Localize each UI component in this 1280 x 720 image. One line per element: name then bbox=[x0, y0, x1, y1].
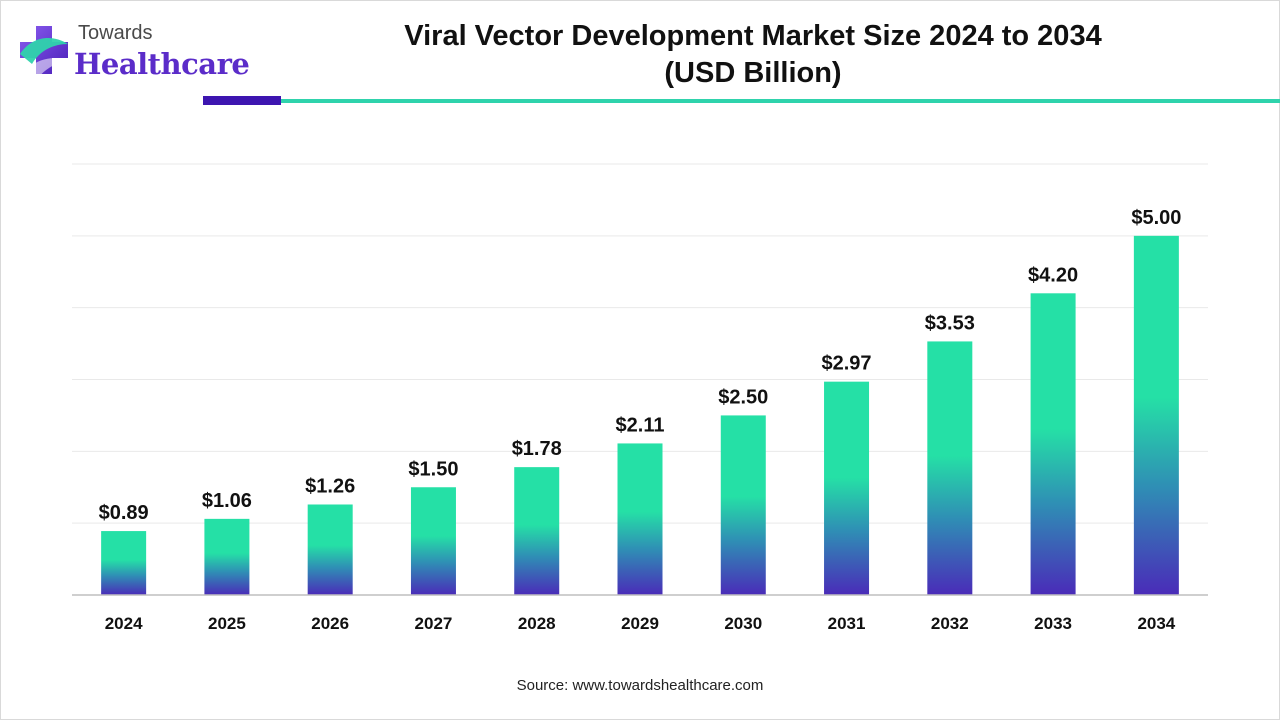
x-axis-tick-labels: 2024 2025 2026 2027 2028 2029 2030 2031 2032 2033… bbox=[105, 614, 1176, 633]
bar-2031 bbox=[824, 381, 870, 595]
value-label-2032: $3.53 bbox=[925, 312, 975, 334]
bar-2034 bbox=[1133, 235, 1179, 596]
bar-2025 bbox=[204, 518, 250, 595]
x-tick-label-2031: 2031 bbox=[828, 614, 866, 633]
value-labels: $0.89 $1.06 $1.26 $1.50 $1.78 $2.11 $2.50 $2.97… bbox=[99, 207, 1182, 524]
x-tick-label-2024: 2024 bbox=[105, 614, 143, 633]
x-tick-label-2029: 2029 bbox=[621, 614, 659, 633]
bars bbox=[101, 235, 1179, 596]
value-label-2029: $2.11 bbox=[616, 414, 665, 436]
value-label-2031: $2.97 bbox=[822, 353, 872, 375]
value-label-2027: $1.50 bbox=[408, 458, 458, 480]
bar-2026 bbox=[307, 504, 353, 595]
header-rule-teal bbox=[281, 99, 1280, 103]
medical-cross-icon bbox=[20, 26, 68, 78]
value-label-2030: $2.50 bbox=[718, 386, 768, 408]
bar-2024 bbox=[101, 531, 147, 595]
bar-2032 bbox=[927, 341, 973, 595]
bar-2030 bbox=[720, 415, 766, 595]
value-label-2034: $5.00 bbox=[1131, 207, 1181, 229]
x-tick-label-2030: 2030 bbox=[724, 614, 762, 633]
bar-2027 bbox=[410, 487, 456, 595]
x-tick-label-2025: 2025 bbox=[208, 614, 246, 633]
value-label-2025: $1.06 bbox=[202, 490, 252, 512]
bar-2033 bbox=[1030, 293, 1076, 595]
logo-text-towards: Towards bbox=[78, 22, 153, 44]
value-label-2033: $4.20 bbox=[1028, 264, 1078, 286]
value-label-2024: $0.89 bbox=[99, 502, 149, 524]
source-note: Source: www.towardshealthcare.com bbox=[516, 677, 764, 694]
value-label-2028: $1.78 bbox=[512, 438, 562, 460]
x-tick-label-2034: 2034 bbox=[1137, 614, 1175, 633]
x-tick-label-2033: 2033 bbox=[1034, 614, 1072, 633]
x-tick-label-2026: 2026 bbox=[311, 614, 349, 633]
x-tick-label-2032: 2032 bbox=[931, 614, 969, 633]
chart-title-line-1: Viral Vector Development Market Size 202… bbox=[404, 20, 1102, 52]
x-tick-label-2028: 2028 bbox=[518, 614, 556, 633]
bar-2029 bbox=[617, 443, 663, 595]
x-tick-label-2027: 2027 bbox=[415, 614, 453, 633]
logo-text-healthcare: Healthcare bbox=[74, 47, 250, 81]
bar-2028 bbox=[514, 467, 560, 595]
chart-title-line-2: (USD Billion) bbox=[664, 57, 842, 89]
value-label-2026: $1.26 bbox=[305, 475, 355, 497]
towards-healthcare-logo: Towards Healthcare bbox=[18, 20, 250, 86]
chart-title: Viral Vector Development Market Size 202… bbox=[300, 18, 1206, 92]
gridlines bbox=[72, 163, 1208, 524]
header-rule-purple bbox=[203, 96, 281, 105]
